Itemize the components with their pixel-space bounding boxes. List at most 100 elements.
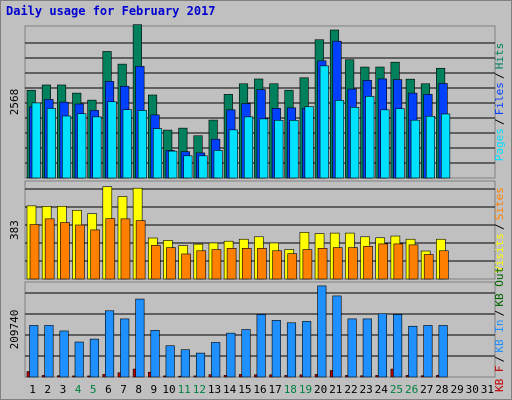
bar-pages: [334, 100, 345, 179]
bar-pages: [289, 120, 299, 179]
legend-pages: Pages: [493, 128, 506, 161]
bar-sites: [211, 249, 222, 280]
bar-kb-in: [105, 310, 115, 378]
bar-sites: [166, 247, 176, 280]
x-tick-label: 2: [44, 383, 51, 396]
bar-kb-in: [332, 295, 342, 378]
bar-sites: [135, 220, 146, 280]
bar-pages: [213, 150, 223, 179]
x-tick-label: 7: [120, 383, 127, 396]
legend-separator: /: [493, 356, 506, 363]
y-max-label: 2568: [8, 89, 21, 116]
bar-kb-in: [74, 341, 84, 378]
bar-kb-in: [89, 338, 99, 378]
bar-pages: [259, 118, 269, 179]
x-tick-label: 14: [223, 383, 237, 396]
bar-pages: [198, 155, 208, 179]
bar-kb-in: [271, 320, 281, 378]
bar-kb-in: [135, 298, 145, 378]
legend-hits: Hits: [493, 43, 506, 70]
bar-kb-in: [347, 318, 357, 378]
x-tick-label: 11: [178, 383, 191, 396]
legend-kb-out: KB Out: [493, 267, 506, 307]
x-tick-label: 5: [90, 383, 97, 396]
bar-pages: [365, 96, 375, 179]
legend-kb-f: KB F: [493, 366, 506, 393]
x-tick-label: 17: [269, 383, 282, 396]
bar-kb-in: [180, 349, 190, 378]
x-tick-label: 20: [314, 383, 327, 396]
bar-pages: [228, 129, 238, 179]
bar-sites: [378, 243, 389, 280]
bar-pages: [274, 120, 284, 179]
bar-pages: [441, 113, 451, 179]
legend-separator: /: [493, 72, 506, 79]
bar-pages: [304, 106, 314, 179]
bar-sites: [317, 248, 328, 280]
x-tick-label: 27: [420, 383, 433, 396]
bar-sites: [29, 224, 40, 280]
legend-kb-in: KB In: [493, 320, 506, 353]
bar-sites: [150, 245, 161, 280]
bar-pages: [77, 113, 87, 179]
bar-pages: [46, 108, 56, 179]
bar-sites: [439, 250, 449, 280]
bar-sites: [257, 248, 267, 280]
x-tick-label: 30: [466, 383, 479, 396]
bar-pages: [350, 107, 360, 179]
bar-pages: [425, 115, 435, 179]
y-max-label: 383: [8, 220, 21, 240]
bar-sites: [226, 248, 237, 280]
bar-sites: [348, 247, 358, 280]
bar-pages: [122, 109, 132, 179]
bar-kb-in: [226, 332, 236, 378]
x-tick-label: 23: [360, 383, 373, 396]
bar-sites: [363, 246, 373, 280]
bar-kb-in: [362, 318, 372, 378]
bar-pages: [137, 110, 147, 179]
bar-sites: [302, 249, 313, 280]
bar-sites: [332, 247, 343, 280]
bar-pages: [168, 150, 178, 179]
bar-kb-in: [377, 313, 388, 378]
bar-sites: [241, 248, 252, 280]
bar-pages: [107, 101, 117, 179]
bar-kb-in: [150, 330, 160, 378]
bar-pages: [243, 116, 254, 179]
bar-pages: [410, 119, 420, 179]
x-tick-label: 16: [253, 383, 266, 396]
bar-sites: [181, 253, 191, 280]
x-tick-label: 22: [344, 383, 357, 396]
bar-kb-in: [408, 325, 418, 378]
bar-sites: [287, 253, 298, 280]
x-tick-label: 15: [238, 383, 251, 396]
bar-kb-in: [317, 285, 327, 378]
bar-pages: [152, 128, 163, 179]
x-tick-label: 26: [405, 383, 418, 396]
bar-kb-in: [286, 322, 297, 378]
bar-sites: [44, 218, 55, 280]
x-tick-label: 12: [193, 383, 206, 396]
x-tick-label: 21: [329, 383, 342, 396]
x-tick-label: 18: [284, 383, 297, 396]
bar-sites: [120, 218, 131, 280]
bar-pages: [31, 102, 41, 179]
bar-sites: [105, 218, 116, 280]
bar-kb-in: [120, 318, 130, 378]
bar-kb-in: [423, 325, 433, 378]
legend-separator: /: [493, 118, 506, 125]
legend-files: Files: [493, 82, 506, 115]
bar-sites: [60, 222, 70, 280]
bar-kb-in: [29, 325, 39, 378]
bar-sites: [272, 250, 282, 280]
bar-kb-in: [393, 314, 403, 378]
bar-kb-in: [195, 352, 206, 378]
legend-sites: Sites: [493, 187, 506, 220]
bar-kb-in: [241, 329, 251, 378]
bar-sites: [75, 224, 85, 280]
legend-separator: /: [493, 223, 506, 230]
bar-sites: [423, 254, 434, 280]
x-tick-label: 8: [135, 383, 142, 396]
